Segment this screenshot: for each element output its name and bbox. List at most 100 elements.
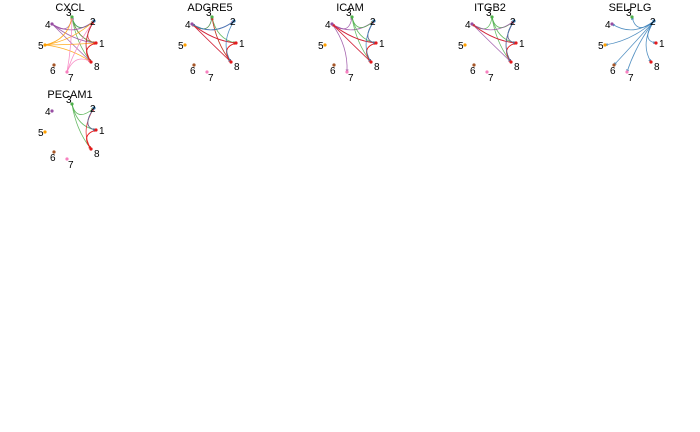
node-label-5: 5 <box>598 41 604 52</box>
node-dot-6 <box>52 150 56 154</box>
panel-adgre5: ADGRE5 12 3 45 6 7 8 <box>178 2 245 84</box>
edge-2-to-8 <box>505 20 515 63</box>
node-dot-2 <box>92 106 96 110</box>
edge-1-to-4 <box>471 23 517 44</box>
panel-selplg: SELPLG 12 3 45 6 7 8 <box>598 2 665 84</box>
node-label-3: 3 <box>346 8 352 19</box>
panels-layer: CXCL12345678ADGRE512345678ICAM12345678IT… <box>38 2 665 171</box>
panel-title: SELPLG <box>609 2 652 14</box>
node-label-2: 2 <box>90 104 96 115</box>
node-label-1: 1 <box>239 39 245 50</box>
panel-pecam1: PECAM1 12 3 45 6 7 8 <box>38 89 105 171</box>
node-label-7: 7 <box>628 73 634 84</box>
node-dot-5 <box>603 43 607 47</box>
node-label-8: 8 <box>94 62 100 73</box>
node-label-4: 4 <box>465 20 471 31</box>
node-label-2: 2 <box>230 17 236 28</box>
node-dot-1 <box>94 128 98 132</box>
panel-title: ADGRE5 <box>187 2 232 14</box>
edge-1-to-8 <box>86 129 97 150</box>
edge-2-to-6 <box>613 20 655 66</box>
node-label-5: 5 <box>38 128 44 139</box>
node-label-6: 6 <box>470 66 476 77</box>
node-dot-8 <box>229 60 233 64</box>
node-dot-3 <box>70 102 74 106</box>
node-dot-5 <box>183 43 187 47</box>
node-label-8: 8 <box>514 62 520 73</box>
edges <box>71 103 97 150</box>
node-label-2: 2 <box>90 17 96 28</box>
node-label-3: 3 <box>206 8 212 19</box>
node-label-5: 5 <box>318 41 324 52</box>
node-label-6: 6 <box>330 66 336 77</box>
edge-2-to-4 <box>611 20 655 31</box>
node-label-1: 1 <box>379 39 385 50</box>
edge-8-to-4 <box>331 23 372 63</box>
node-label-6: 6 <box>610 66 616 77</box>
edge-5-to-3 <box>44 16 74 46</box>
node-dot-8 <box>509 60 513 64</box>
edge-7-to-3 <box>66 16 74 73</box>
node-label-7: 7 <box>348 73 354 84</box>
node-dot-5 <box>463 43 467 47</box>
node-label-7: 7 <box>68 160 74 171</box>
node-dot-7 <box>65 70 69 74</box>
node-dot-1 <box>514 41 518 45</box>
node-label-6: 6 <box>190 66 196 77</box>
node-label-2: 2 <box>510 17 516 28</box>
node-dot-4 <box>330 22 334 26</box>
panel-title: ICAM <box>336 2 364 14</box>
node-label-8: 8 <box>234 62 240 73</box>
node-label-2: 2 <box>370 17 376 28</box>
node-dot-4 <box>50 109 54 113</box>
node-label-8: 8 <box>94 149 100 160</box>
node-dot-7 <box>625 70 629 74</box>
node-dot-6 <box>472 63 476 67</box>
node-dot-4 <box>610 22 614 26</box>
node-dot-1 <box>374 41 378 45</box>
panel-title: CXCL <box>55 2 84 14</box>
node-dot-6 <box>332 63 336 67</box>
edge-8-to-4 <box>191 23 232 63</box>
node-label-3: 3 <box>486 8 492 19</box>
node-dot-3 <box>630 15 634 19</box>
node-label-8: 8 <box>374 62 380 73</box>
edge-4-to-1 <box>51 23 97 45</box>
node-dot-6 <box>52 63 56 67</box>
node-label-2: 2 <box>650 17 656 28</box>
edges <box>44 16 97 73</box>
node-label-3: 3 <box>66 8 72 19</box>
node-label-1: 1 <box>99 126 105 137</box>
edge-7-to-8 <box>66 58 92 73</box>
edge-5-to-1 <box>44 41 97 46</box>
panel-title: PECAM1 <box>47 89 92 101</box>
panel-icam: ICAM 12 3 45 6 7 8 <box>318 2 385 84</box>
node-label-5: 5 <box>178 41 184 52</box>
edge-8-to-1 <box>86 129 97 150</box>
edge-2-to-1 <box>647 20 657 45</box>
edge-2-to-1 <box>87 107 97 132</box>
edges <box>604 16 657 73</box>
node-label-4: 4 <box>605 20 611 31</box>
node-dot-5 <box>43 43 47 47</box>
panel-title: ITGB2 <box>474 2 506 14</box>
edges <box>191 16 237 63</box>
node-label-4: 4 <box>45 107 51 118</box>
node-dot-3 <box>350 15 354 19</box>
node-label-5: 5 <box>38 41 44 52</box>
node-dot-8 <box>649 60 653 64</box>
node-dot-8 <box>369 60 373 64</box>
edge-4-to-8 <box>471 23 512 63</box>
node-dot-4 <box>50 22 54 26</box>
node-dot-7 <box>205 70 209 74</box>
node-dot-7 <box>65 157 69 161</box>
edge-1-to-4 <box>331 23 377 44</box>
edge-1-to-4 <box>191 23 237 44</box>
edge-7-to-2 <box>66 20 95 73</box>
node-dot-2 <box>232 19 236 23</box>
node-dot-2 <box>92 19 96 23</box>
node-label-4: 4 <box>45 20 51 31</box>
edge-2-to-4 <box>191 20 235 31</box>
edge-5-to-8 <box>44 44 92 63</box>
